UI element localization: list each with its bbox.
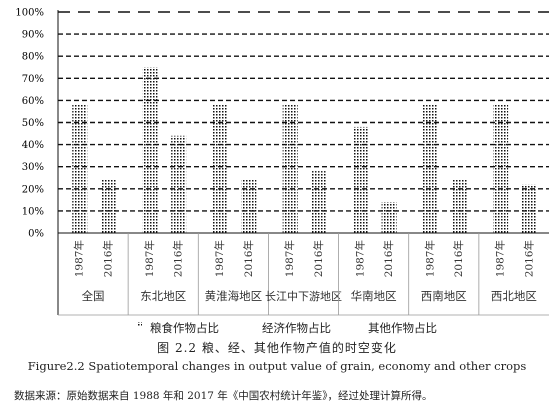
group-label: 黄淮海地区 — [205, 289, 263, 303]
year-label: 2016年 — [522, 240, 535, 277]
year-label: 1987年 — [423, 240, 436, 277]
y-tick-label: 20% — [22, 184, 44, 195]
y-tick-label: 70% — [22, 74, 44, 85]
bar-grain-12 — [493, 104, 509, 233]
bar-grain-11 — [451, 179, 467, 233]
year-label: 2016年 — [172, 240, 185, 277]
legend-label: 粮食作物占比 — [150, 321, 219, 335]
figure-caption-chinese: 图 2.2 粮、经、其他作物产值的时空变化 — [157, 341, 397, 355]
year-label: 1987年 — [353, 240, 366, 277]
y-tick-label: 30% — [22, 162, 44, 173]
year-label: 2016年 — [452, 240, 465, 277]
group-label: 华南地区 — [351, 289, 397, 303]
bar-grain-6 — [282, 104, 298, 233]
figure-caption-english: Figure2.2 Spatiotemporal changes in outp… — [27, 359, 527, 373]
legend-swatch-grain — [137, 322, 142, 327]
year-label: 2016年 — [382, 240, 395, 277]
year-label: 2016年 — [312, 240, 325, 277]
year-label: 1987年 — [213, 240, 226, 277]
data-source-note: 数据来源：原始数据来自 1988 年和 2017 年《中国农村统计年鉴》，经过处… — [14, 390, 433, 402]
bar-grain-10 — [422, 104, 438, 233]
bar-grain-13 — [521, 184, 537, 233]
y-tick-label: 40% — [22, 140, 44, 151]
group-label: 长江中下游地区 — [265, 290, 342, 303]
y-tick-label: 90% — [22, 30, 44, 41]
group-label: 西南地区 — [421, 289, 467, 303]
bar-grain-5 — [241, 179, 257, 233]
year-label: 1987年 — [283, 240, 296, 277]
y-tick-label: 60% — [22, 96, 44, 107]
group-label: 西北地区 — [491, 289, 537, 303]
y-tick-label: 0% — [28, 229, 44, 240]
bar-grain-8 — [352, 126, 368, 233]
y-tick-label: 100% — [15, 8, 44, 19]
legend-label: 经济作物占比 — [262, 321, 331, 335]
group-label: 东北地区 — [140, 289, 186, 303]
bar-grain-0 — [72, 104, 88, 233]
chart: 0% 10% 20% 30% 40% 50% 60% 70% 80% 90% 100% 全国 1987年… — [15, 8, 549, 335]
y-tick-label: 50% — [22, 118, 44, 129]
year-label: 1987年 — [143, 240, 156, 277]
bar-grain-4 — [212, 104, 228, 233]
bar-grain-9 — [381, 202, 397, 233]
year-label: 1987年 — [494, 240, 507, 277]
bar-grain-2 — [142, 67, 158, 233]
bar-grain-7 — [311, 171, 327, 233]
legend-label: 其他作物占比 — [368, 321, 437, 335]
group-label: 全国 — [82, 289, 105, 303]
bar-grain-1 — [101, 179, 117, 233]
year-label: 2016年 — [102, 240, 115, 277]
year-label: 2016年 — [242, 240, 255, 277]
y-tick-label: 10% — [22, 206, 44, 217]
y-tick-label: 80% — [22, 52, 44, 63]
year-label: 1987年 — [73, 240, 86, 277]
bar-grain-3 — [171, 135, 187, 233]
